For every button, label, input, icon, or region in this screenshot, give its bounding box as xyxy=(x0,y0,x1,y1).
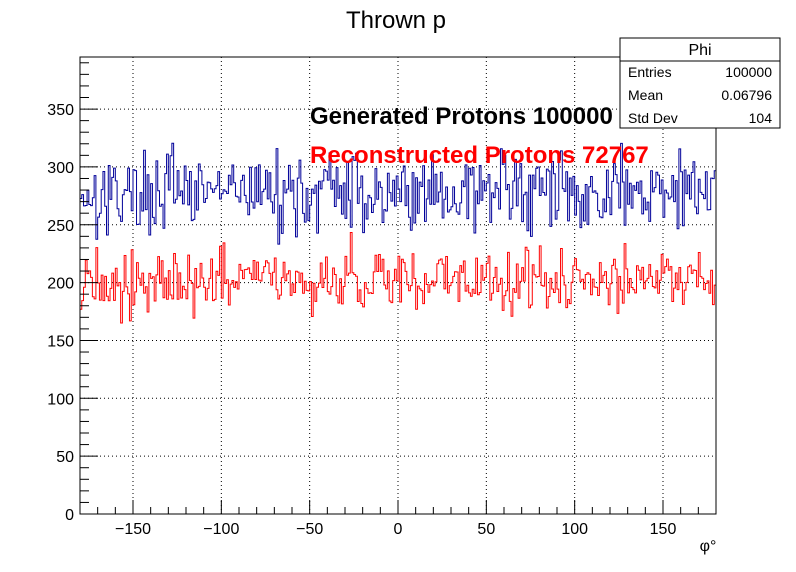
series-1-histogram xyxy=(80,231,716,324)
series-group xyxy=(80,142,716,324)
y-tick-label: 300 xyxy=(47,160,74,177)
x-axis-label: φ° xyxy=(700,538,717,555)
x-tick-label: −50 xyxy=(296,521,323,538)
y-tick-label: 100 xyxy=(47,391,74,408)
stats-stddev-value: 104 xyxy=(749,110,773,126)
y-axis: 0 50 100 150 200 250 300 350 xyxy=(47,62,98,524)
x-tick-label: 50 xyxy=(477,521,495,538)
y-tick-label: 50 xyxy=(56,449,74,466)
stats-mean-value: 0.06796 xyxy=(721,87,772,103)
annotation-reconstructed: Reconstructed Protons 72767 xyxy=(310,142,649,169)
stats-box-title: Phi xyxy=(688,42,711,59)
stats-entries-label: Entries xyxy=(628,64,672,80)
stats-entries-value: 100000 xyxy=(725,64,772,80)
x-tick-label: 0 xyxy=(394,521,403,538)
chart-title: Thrown p xyxy=(346,7,446,34)
stats-box: Phi Entries 100000 Mean 0.06796 Std Dev … xyxy=(619,37,781,129)
stats-stddev-label: Std Dev xyxy=(628,110,678,126)
y-tick-label: 350 xyxy=(47,102,74,119)
x-tick-label: −150 xyxy=(115,521,151,538)
y-tick-label: 150 xyxy=(47,333,74,350)
x-tick-label: 150 xyxy=(650,521,677,538)
stats-box-frame xyxy=(619,37,781,129)
series-0-histogram xyxy=(80,142,716,245)
plot-area: −150 −100 −50 0 50 100 150 0 50 100 150 200 250 300 3… xyxy=(47,56,717,538)
y-tick-label: 200 xyxy=(47,276,74,293)
annotation-generated: Generated Protons 100000 xyxy=(310,103,613,130)
x-tick-label: −100 xyxy=(203,521,239,538)
y-tick-label: 250 xyxy=(47,218,74,235)
x-tick-label: 100 xyxy=(561,521,588,538)
stats-mean-label: Mean xyxy=(628,87,663,103)
y-tick-label: 0 xyxy=(65,507,74,524)
x-axis: −150 −100 −50 0 50 100 150 xyxy=(79,500,717,538)
